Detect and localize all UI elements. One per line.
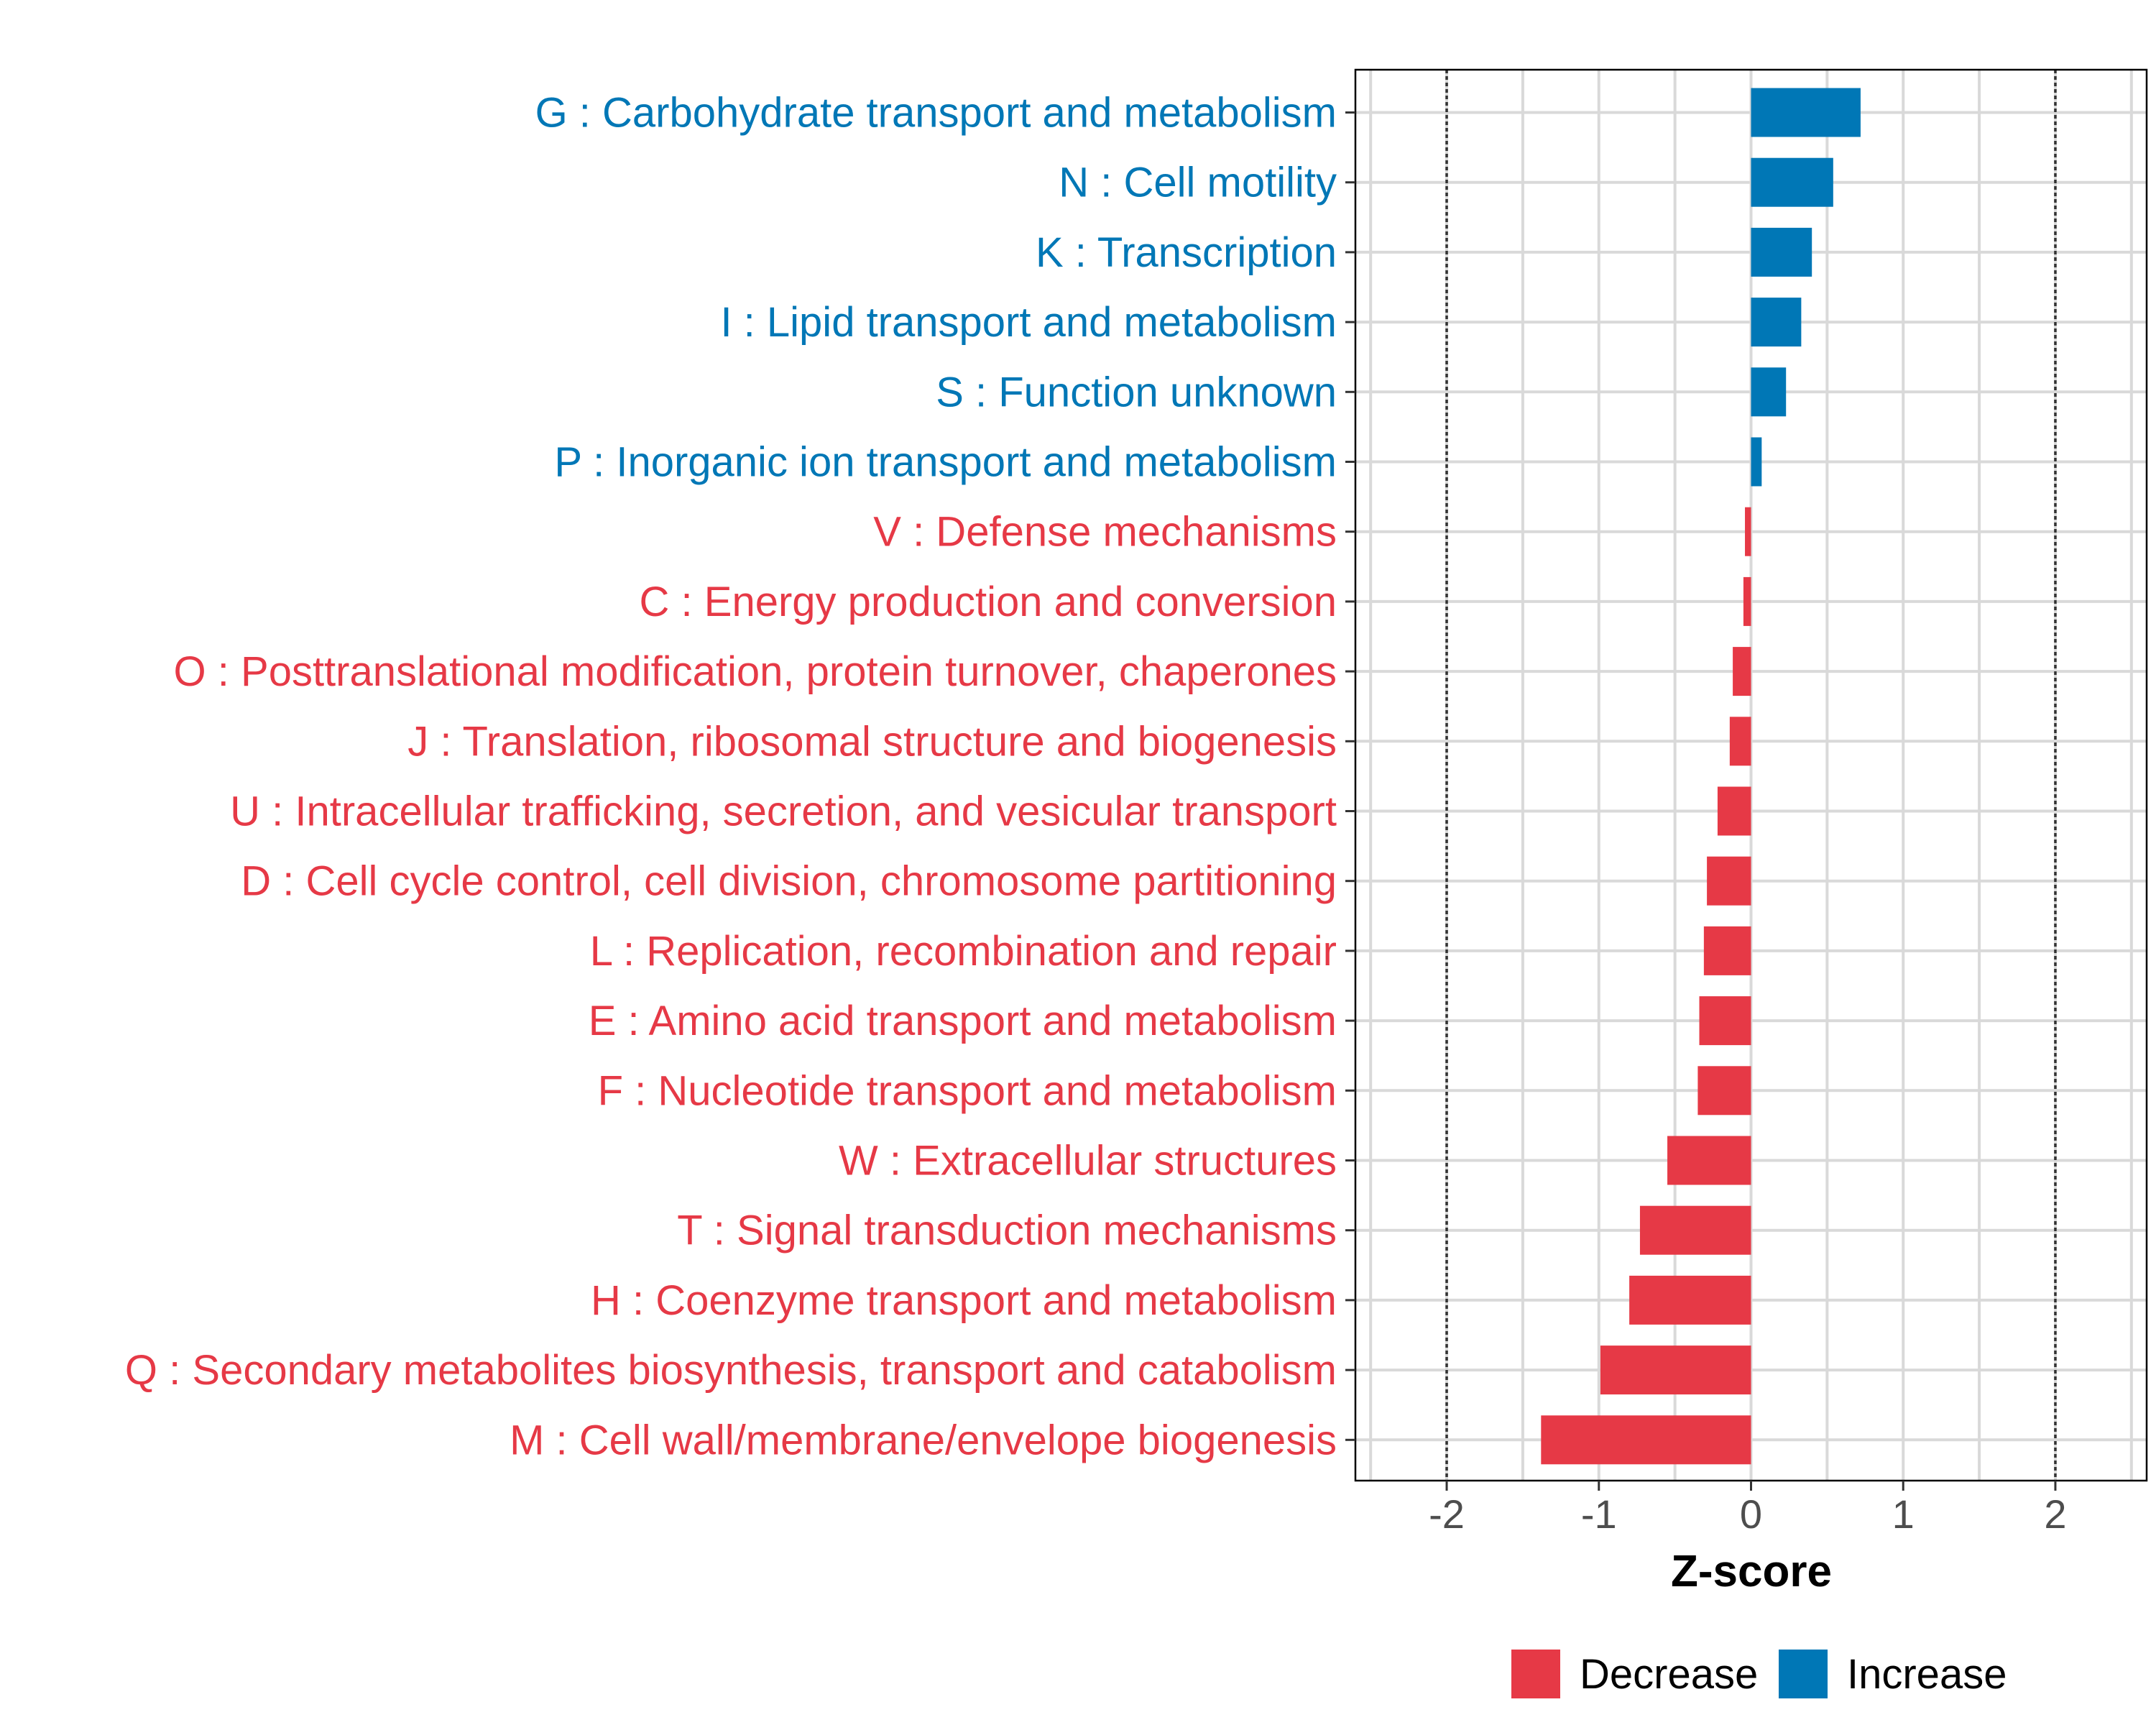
y-tick-label: E : Amino acid transport and metabolism — [589, 998, 1337, 1044]
bar — [1541, 1415, 1751, 1465]
y-tick-label: F : Nucleotide transport and metabolism — [598, 1067, 1337, 1114]
y-tick-label: L : Replication, recombination and repai… — [590, 928, 1337, 975]
y-tick-label: S : Function unknown — [936, 369, 1337, 415]
bar — [1733, 647, 1751, 696]
bar — [1751, 367, 1787, 417]
y-tick-label: D : Cell cycle control, cell division, c… — [241, 858, 1337, 905]
y-tick-label: N : Cell motility — [1059, 160, 1337, 206]
bar — [1703, 926, 1751, 975]
y-tick-label: G : Carbohydrate transport and metabolis… — [535, 90, 1337, 137]
y-tick-label: J : Translation, ribosomal structure and… — [407, 718, 1337, 765]
bars — [1541, 88, 1861, 1465]
y-tick-label: V : Defense mechanisms — [873, 509, 1337, 556]
bar — [1629, 1275, 1751, 1325]
x-tick-label: 2 — [2044, 1491, 2066, 1537]
bar — [1717, 786, 1751, 836]
bar — [1743, 576, 1751, 626]
bar — [1729, 717, 1751, 766]
x-axis: -2 -1 0 1 2 — [1429, 1481, 2067, 1537]
bar — [1707, 856, 1751, 906]
y-tick-label: I : Lipid transport and metabolism — [720, 299, 1337, 346]
y-tick-label: O : Posttranslational modification, prot… — [174, 648, 1337, 695]
y-tick-label: H : Coenzyme transport and metabolism — [591, 1277, 1337, 1324]
x-axis-title: Z-score — [1671, 1547, 1832, 1596]
bar — [1667, 1136, 1751, 1185]
legend-label: Decrease — [1580, 1651, 1758, 1698]
bar — [1751, 157, 1833, 207]
y-tick-label: Q : Secondary metabolites biosynthesis, … — [125, 1347, 1337, 1394]
legend-label: Increase — [1847, 1651, 2007, 1698]
bar — [1745, 507, 1751, 556]
legend-swatch — [1779, 1650, 1828, 1698]
bar — [1697, 1066, 1751, 1116]
x-tick-label: 1 — [1892, 1491, 1915, 1537]
bar — [1699, 996, 1751, 1046]
y-axis: G : Carbohydrate transport and metabolis… — [125, 90, 1355, 1463]
legend-swatch — [1511, 1650, 1560, 1698]
y-tick-label: W : Extracellular structures — [839, 1138, 1337, 1184]
bar — [1639, 1205, 1751, 1255]
bar — [1751, 88, 1861, 137]
bar — [1751, 437, 1762, 487]
x-tick-label: -1 — [1581, 1491, 1617, 1537]
y-tick-label: T : Signal transduction mechanisms — [677, 1208, 1337, 1254]
y-tick-label: U : Intracellular trafficking, secretion… — [230, 788, 1337, 835]
y-tick-label: M : Cell wall/membrane/envelope biogenes… — [510, 1417, 1337, 1463]
x-tick-label: 0 — [1740, 1491, 1762, 1537]
y-tick-label: K : Transcription — [1036, 229, 1337, 276]
bar — [1600, 1346, 1751, 1395]
grid-layer — [1355, 70, 2147, 1481]
reference-lines — [1445, 70, 2057, 1481]
bar — [1751, 227, 1812, 277]
x-tick-label: -2 — [1429, 1491, 1465, 1537]
legend: Decrease Increase — [1511, 1650, 2007, 1698]
bar — [1751, 298, 1802, 347]
y-tick-label: P : Inorganic ion transport and metaboli… — [554, 439, 1337, 486]
y-tick-label: C : Energy production and conversion — [640, 579, 1337, 625]
